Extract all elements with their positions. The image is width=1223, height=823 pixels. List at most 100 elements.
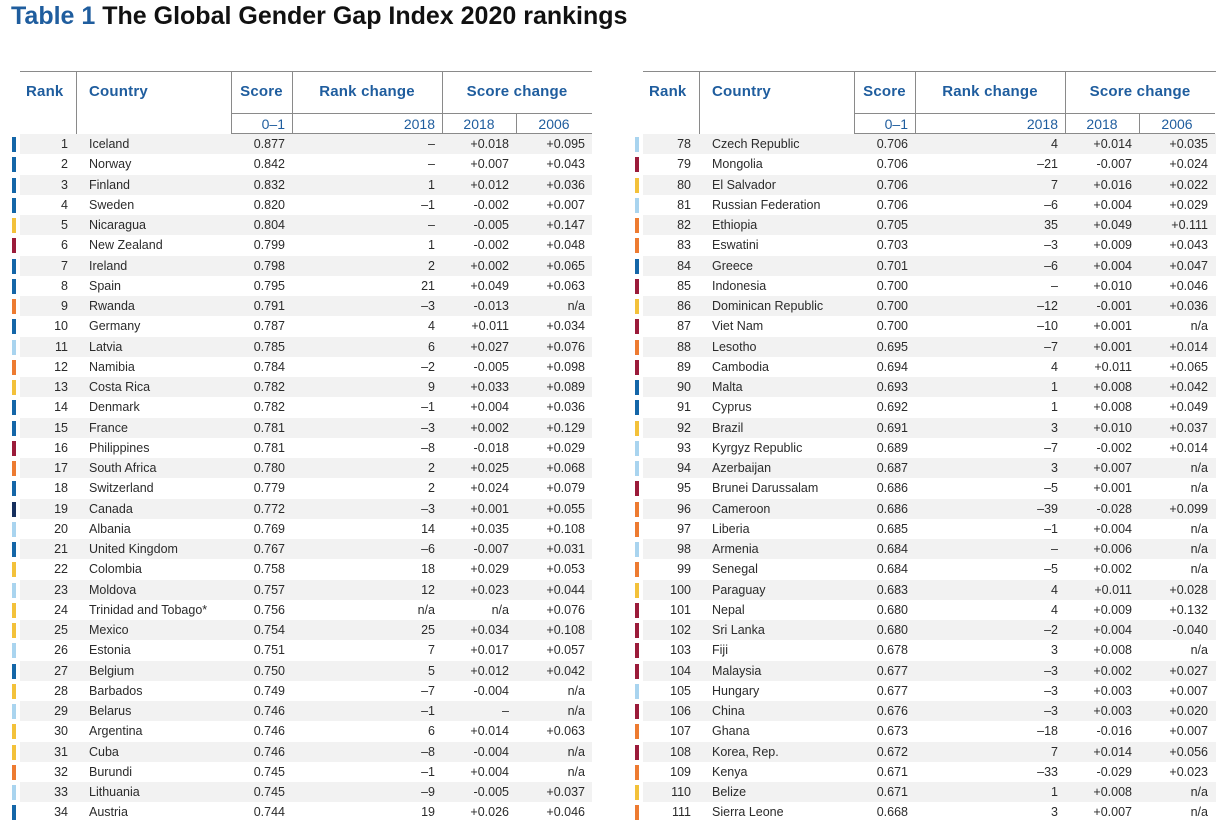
country-cell: Armenia <box>712 542 759 556</box>
region-color-bar <box>12 137 16 152</box>
column-divider <box>915 71 916 134</box>
score-change-2006-cell: +0.099 <box>1169 501 1208 516</box>
score-cell: 0.695 <box>876 339 908 354</box>
rank-cell: 101 <box>670 602 691 617</box>
rank-change-cell: –6 <box>421 542 435 556</box>
region-color-bar <box>635 238 639 254</box>
rank-cell: 7 <box>61 258 68 273</box>
table-row: 1 Iceland 0.877 – +0.018 +0.095 <box>12 134 592 155</box>
country-cell: Ireland <box>89 258 128 273</box>
rank-change-year-subheader: 2018 <box>292 113 442 134</box>
rank-change-year-subheader: 2018 <box>915 113 1065 134</box>
score-header: Score <box>240 82 283 100</box>
region-color-bar <box>635 299 639 314</box>
score-cell: 0.842 <box>253 157 285 172</box>
score-change-2006-cell: n/a <box>1190 461 1208 475</box>
country-cell: Mongolia <box>712 157 763 172</box>
rank-change-cell: 3 <box>1051 461 1058 475</box>
table-row: 9 Rwanda 0.791 –3 -0.013 n/a <box>12 296 592 317</box>
rank-cell: 106 <box>670 704 691 718</box>
score-change-2018-cell: +0.002 <box>470 420 509 435</box>
score-change-2006-cell: n/a <box>1190 481 1208 496</box>
rank-change-cell: –8 <box>421 744 435 759</box>
region-color-bar <box>635 643 639 659</box>
region-color-bar <box>635 380 639 395</box>
rank-change-cell: –5 <box>1044 562 1058 577</box>
rank-change-cell: 7 <box>428 643 435 658</box>
score-change-2018-cell: +0.007 <box>470 157 509 172</box>
region-color-bar <box>12 299 16 314</box>
column-divider <box>292 71 293 134</box>
table-row: 86 Dominican Republic 0.700 –12 -0.001 +0.036 <box>635 296 1216 317</box>
score-change-2006-cell: +0.048 <box>546 238 585 253</box>
score-change-2006-cell: +0.132 <box>1169 602 1208 617</box>
table-row: 24 Trinidad and Tobago* 0.756 n/a n/a +0.076 <box>12 600 592 620</box>
country-cell: China <box>712 704 745 718</box>
score-change-2006-cell: +0.035 <box>1169 137 1208 151</box>
page-title: Table 1 The Global Gender Gap Index 2020… <box>11 2 627 31</box>
rank-cell: 31 <box>54 744 68 759</box>
rank-change-cell: – <box>1051 542 1058 556</box>
score-cell: 0.751 <box>253 643 285 658</box>
rank-change-cell: –21 <box>1037 157 1058 172</box>
country-cell: Kyrgyz Republic <box>712 440 803 455</box>
country-cell: Mexico <box>89 623 129 637</box>
score-cell: 0.683 <box>876 582 908 597</box>
rank-cell: 111 <box>671 805 691 820</box>
country-cell: Finland <box>89 177 130 192</box>
rank-change-cell: –39 <box>1037 501 1058 516</box>
region-color-bar <box>12 440 16 456</box>
score-change-2006-cell: +0.042 <box>1169 380 1208 394</box>
score-change-2006-cell: +0.031 <box>546 542 585 556</box>
rank-change-cell: 19 <box>421 805 435 820</box>
country-cell: Belgium <box>89 663 135 678</box>
region-color-bar <box>12 339 16 355</box>
score-cell: 0.706 <box>876 137 908 151</box>
score-change-2018-cell: +0.018 <box>470 137 509 151</box>
country-cell: Sierra Leone <box>712 805 784 820</box>
rank-cell: 3 <box>61 177 68 192</box>
table-row: 108 Korea, Rep. 0.672 7 +0.014 +0.056 <box>635 741 1216 762</box>
rank-change-cell: 2 <box>428 481 435 496</box>
rank-cell: 98 <box>677 542 691 556</box>
score-cell: 0.677 <box>876 663 908 678</box>
rank-change-cell: 2 <box>428 461 435 475</box>
rank-cell: 105 <box>670 683 691 698</box>
table-number: Table 1 <box>11 2 96 30</box>
country-cell: Eswatini <box>712 238 759 253</box>
rank-change-cell: 1 <box>428 177 435 192</box>
score-cell: 0.680 <box>876 602 908 617</box>
score-cell: 0.680 <box>876 623 908 637</box>
rank-change-cell: –7 <box>1044 339 1058 354</box>
region-color-bar <box>12 805 16 821</box>
score-change-2018-cell: +0.010 <box>1093 420 1132 435</box>
rank-change-cell: 3 <box>1051 643 1058 658</box>
score-change-2018-cell: -0.016 <box>1096 724 1132 739</box>
score-change-2018-cell: – <box>502 704 509 718</box>
score-change-2018-cell: +0.027 <box>470 339 509 354</box>
region-color-bar <box>12 177 16 193</box>
score-cell: 0.705 <box>876 218 908 232</box>
region-color-bar <box>12 663 16 679</box>
rank-change-cell: 4 <box>1051 602 1058 617</box>
score-change-2006-cell: +0.020 <box>1169 704 1208 718</box>
rank-cell: 9 <box>61 299 68 313</box>
score-change-header: Score change <box>466 82 568 100</box>
rank-change-cell: 3 <box>1051 805 1058 820</box>
table-row: 23 Moldova 0.757 12 +0.023 +0.044 <box>12 579 592 600</box>
rank-cell: 103 <box>670 643 691 658</box>
score-cell: 0.804 <box>253 218 285 232</box>
rank-cell: 33 <box>54 785 68 799</box>
country-cell: Denmark <box>89 400 140 415</box>
table-row: 33 Lithuania 0.745 –9 -0.005 +0.037 <box>12 782 592 803</box>
country-cell: Iceland <box>89 137 130 151</box>
rank-change-header: Rank change <box>942 82 1038 100</box>
country-cell: Fiji <box>712 643 728 658</box>
table-row: 19 Canada 0.772 –3 +0.001 +0.055 <box>12 498 592 519</box>
table-row: 29 Belarus 0.746 –1 – n/a <box>12 701 592 722</box>
region-color-bar <box>635 785 639 800</box>
score-change-2006-cell: n/a <box>1190 319 1208 334</box>
rank-change-cell: –3 <box>421 420 435 435</box>
region-color-bar <box>635 805 639 821</box>
column-divider <box>231 71 232 134</box>
